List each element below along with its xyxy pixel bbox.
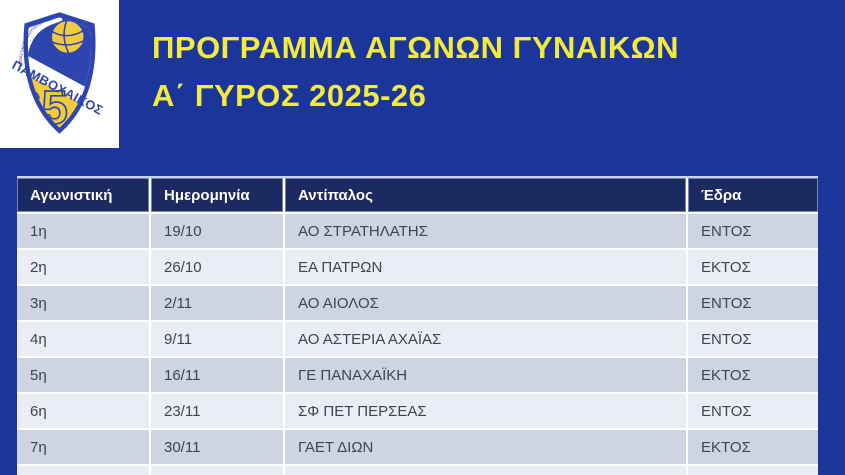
cell-date: 23/11 <box>151 394 283 428</box>
cell-venue: ΕΝΤΟΣ <box>688 394 818 428</box>
cell-opponent: ΑΟ ΑΙΟΛΟΣ <box>285 286 686 320</box>
column-header-matchday: Αγωνιστική <box>17 178 149 212</box>
column-header-opponent: Αντίπαλος <box>285 178 686 212</box>
volleyball-icon <box>50 19 85 55</box>
cell-matchday: 3η <box>17 286 149 320</box>
cell-opponent: ΓΕ ΠΑΝΑΧΑΪΚΗ <box>285 358 686 392</box>
cell-matchday: 6η <box>17 394 149 428</box>
cell-matchday: 2η <box>17 250 149 284</box>
cell-venue: ΕΚΤΟΣ <box>688 358 818 392</box>
column-header-venue: Έδρα <box>688 178 818 212</box>
cell-matchday: 1η <box>17 214 149 248</box>
cell-opponent: ΑΟ ΑΣΤΕΡΙΑ ΑΧΑΪΑΣ <box>285 322 686 356</box>
cell-date: 16/11 <box>151 358 283 392</box>
club-crest-icon: 65 ΠΑΜΒΟΧΑΙΚΟΣ ΓΥΜΝΑΣΤΙΚΟΣ ΑΘΛΗΤΙΚΟΣ ΣΥΛ… <box>8 10 106 134</box>
cell-venue <box>688 466 818 475</box>
title-line-2: Α΄ ΓΥΡΟΣ 2025-26 <box>152 78 427 113</box>
cell-venue: ΕΝΤΟΣ <box>688 286 818 320</box>
cell-opponent: ΕΑ ΠΑΤΡΩΝ <box>285 250 686 284</box>
column-header-date: Ημερομηνία <box>151 178 283 212</box>
cell-venue: ΕΝΤΟΣ <box>688 214 818 248</box>
cell-date: 7/12 <box>151 466 283 475</box>
cell-venue: ΕΝΤΟΣ <box>688 322 818 356</box>
cell-date: 30/11 <box>151 430 283 464</box>
cell-venue: ΕΚΤΟΣ <box>688 430 818 464</box>
schedule-table: Αγωνιστική Ημερομηνία Αντίπαλος Έδρα 1η … <box>17 176 818 475</box>
cell-date: 2/11 <box>151 286 283 320</box>
cell-date: 26/10 <box>151 250 283 284</box>
cell-opponent: ΑΟ ΣΤΡΑΤΗΛΑΤΗΣ <box>285 214 686 248</box>
cell-date: 19/10 <box>151 214 283 248</box>
cell-opponent: ΓΑΕΤ ΔΙΩΝ <box>285 430 686 464</box>
title-line-1: ΠΡΟΓΡΑΜΜΑ ΑΓΩΝΩΝ ΓΥΝΑΙΚΩΝ <box>152 30 680 65</box>
cell-venue: ΕΚΤΟΣ <box>688 250 818 284</box>
cell-matchday: 8η <box>17 466 149 475</box>
cell-opponent <box>285 466 686 475</box>
cell-matchday: 5η <box>17 358 149 392</box>
cell-opponent: ΣΦ ΠΕΤ ΠΕΡΣΕΑΣ <box>285 394 686 428</box>
cell-date: 9/11 <box>151 322 283 356</box>
club-logo: 65 ΠΑΜΒΟΧΑΙΚΟΣ ΓΥΜΝΑΣΤΙΚΟΣ ΑΘΛΗΤΙΚΟΣ ΣΥΛ… <box>0 0 119 148</box>
page-title: ΠΡΟΓΡΑΜΜΑ ΑΓΩΝΩΝ ΓΥΝΑΙΚΩΝ Α΄ ΓΥΡΟΣ 2025-… <box>152 24 679 120</box>
cell-matchday: 7η <box>17 430 149 464</box>
cell-matchday: 4η <box>17 322 149 356</box>
